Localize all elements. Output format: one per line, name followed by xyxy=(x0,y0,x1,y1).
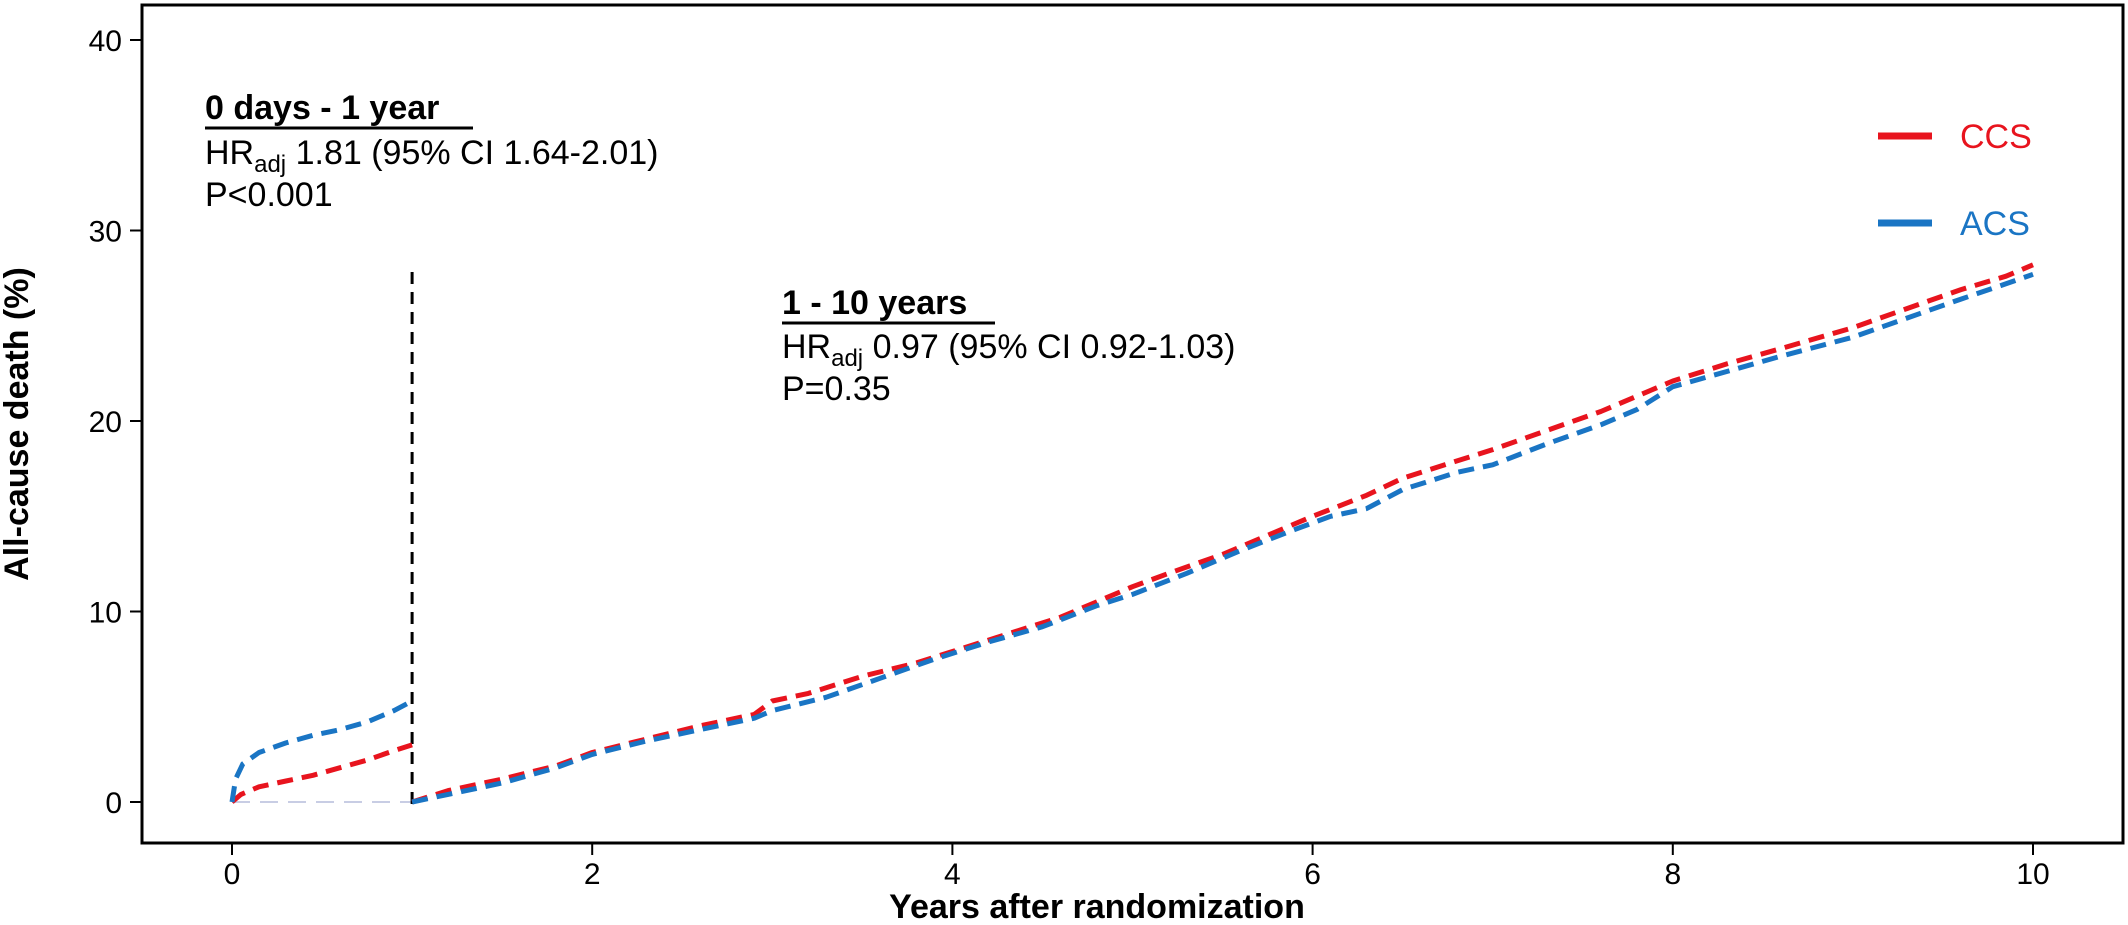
x-tick-label: 4 xyxy=(944,858,961,891)
legend-label-ccs: CCS xyxy=(1960,118,2032,156)
x-axis: 0 2 4 6 8 10 xyxy=(224,843,2050,891)
y-tick-label: 30 xyxy=(89,216,122,249)
annotation-early: 0 days - 1 year HRadj 1.81 (95% CI 1.64-… xyxy=(205,89,658,214)
series-acs-line-2 xyxy=(411,271,2034,805)
annotation-early-hr: HRadj 1.81 (95% CI 1.64-2.01) xyxy=(205,134,658,178)
x-tick-label: 2 xyxy=(584,858,601,891)
annotation-late-hr: HRadj 0.97 (95% CI 0.92-1.03) xyxy=(782,328,1235,372)
x-tick-label: 8 xyxy=(1664,858,1681,891)
y-tick-label: 0 xyxy=(105,787,122,820)
legend-label-acs: ACS xyxy=(1960,205,2030,243)
annotation-late-heading: 1 - 10 years xyxy=(782,284,967,322)
annotation-late: 1 - 10 years HRadj 0.97 (95% CI 0.92-1.0… xyxy=(782,284,1235,408)
y-tick-label: 40 xyxy=(89,25,122,58)
annotation-early-hr-prefix: HR xyxy=(205,134,254,172)
plot-frame xyxy=(140,3,2125,845)
x-tick-label: 0 xyxy=(224,858,241,891)
x-tick-label: 6 xyxy=(1304,858,1321,891)
annotation-early-p: P<0.001 xyxy=(205,176,333,214)
series-layer xyxy=(229,262,2034,805)
annotation-early-hr-value: 1.81 (95% CI 1.64-2.01) xyxy=(286,134,658,172)
y-tick-label: 10 xyxy=(89,597,122,630)
annotation-late-hr-prefix: HR xyxy=(782,328,831,366)
annotation-late-hr-value: 0.97 (95% CI 0.92-1.03) xyxy=(863,328,1235,366)
series-acs-line-1 xyxy=(229,698,414,803)
x-axis-title: Years after randomization xyxy=(889,888,1305,925)
legend: CCS ACS xyxy=(1878,118,2032,243)
annotation-late-p: P=0.35 xyxy=(782,370,891,408)
series-ccs-line-1 xyxy=(230,742,413,804)
x-tick-label: 10 xyxy=(2016,858,2049,891)
y-axis-title: All-cause death (%) xyxy=(0,267,36,581)
annotation-early-heading: 0 days - 1 year xyxy=(205,89,439,127)
y-tick-label: 20 xyxy=(89,406,122,439)
annotation-early-hr-sub: adj xyxy=(254,151,286,178)
annotation-late-hr-sub: adj xyxy=(831,345,863,372)
series-ccs-line-2 xyxy=(411,262,2034,805)
y-axis: 0 10 20 30 40 xyxy=(89,25,142,820)
